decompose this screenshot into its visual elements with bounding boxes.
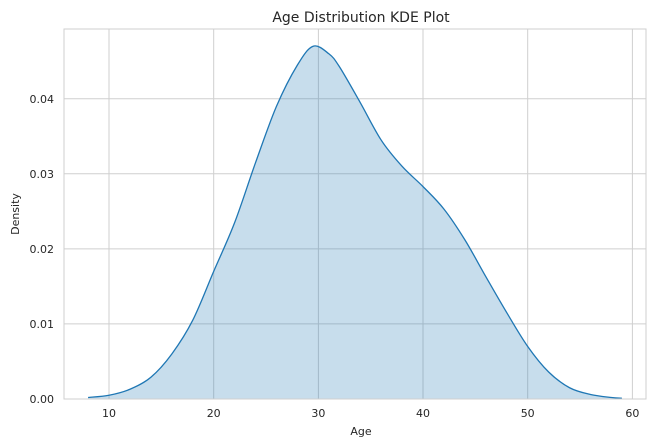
x-axis-label: Age [350,425,372,438]
y-axis-label: Density [9,193,22,235]
x-tick-label: 40 [416,407,430,420]
y-tick-label: 0.00 [30,393,55,406]
x-axis-ticks: 10 20 30 40 50 60 [102,407,639,420]
y-tick-label: 0.01 [30,318,55,331]
plot-frame [63,28,647,400]
x-tick-label: 30 [311,407,325,420]
kde-line [88,45,622,399]
x-tick-label: 20 [207,407,221,420]
x-tick-label: 10 [102,407,116,420]
series-layer [88,45,622,399]
y-tick-label: 0.02 [30,243,55,256]
chart-title: Age Distribution KDE Plot [272,10,450,26]
y-tick-label: 0.04 [30,93,55,106]
x-tick-label: 60 [625,407,639,420]
y-axis-ticks: 0.00 0.01 0.02 0.03 0.04 [30,93,55,406]
x-tick-label: 50 [521,407,535,420]
kde-area-fill [88,45,622,399]
y-tick-label: 0.03 [30,168,55,181]
